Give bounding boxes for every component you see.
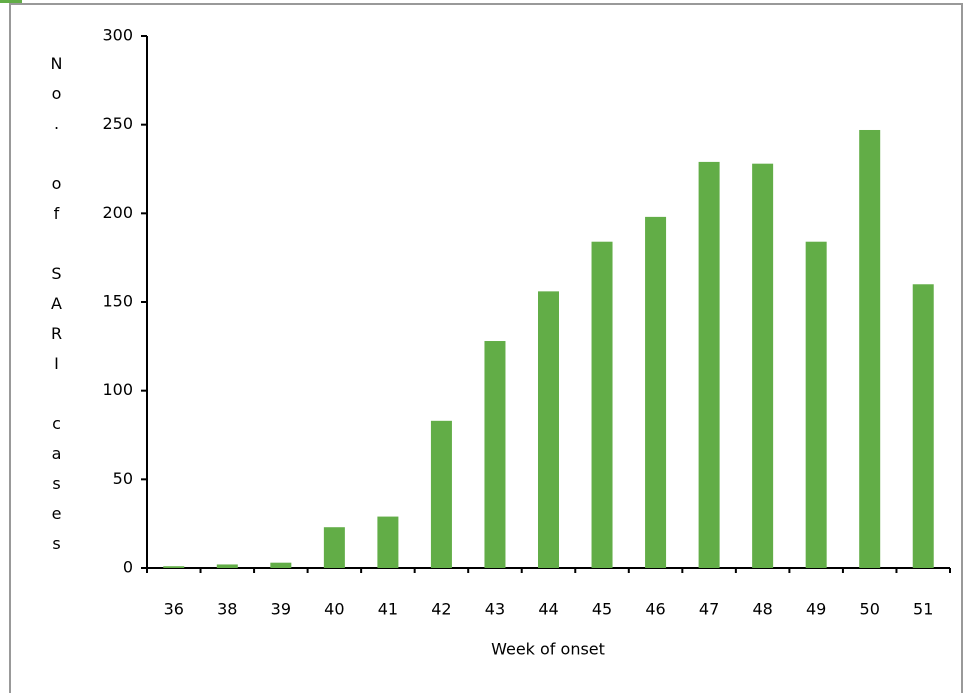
bar — [377, 516, 399, 568]
y-tick-label: 150 — [102, 292, 133, 311]
x-tick-label: 49 — [806, 600, 826, 619]
x-tick-label: 41 — [378, 600, 398, 619]
y-tick-label: 0 — [123, 558, 133, 577]
bar — [484, 341, 506, 568]
x-tick-label: 36 — [164, 600, 184, 619]
x-tick-label: 47 — [699, 600, 719, 619]
x-tick-label: 45 — [592, 600, 612, 619]
bar — [859, 129, 881, 568]
x-tick-label: 46 — [645, 600, 665, 619]
x-axis-label: Week of onset — [491, 640, 605, 659]
y-tick-label: 200 — [102, 203, 133, 222]
title-accent — [0, 0, 22, 3]
bar — [645, 216, 667, 568]
bar — [538, 291, 559, 568]
x-tick-label: 50 — [860, 600, 880, 619]
bar — [752, 163, 774, 568]
bar — [270, 562, 292, 568]
x-tick-label: 38 — [217, 600, 237, 619]
y-tick-label: 250 — [102, 114, 133, 133]
x-tick-label: 39 — [271, 600, 291, 619]
bar — [163, 566, 185, 568]
bar — [323, 527, 345, 568]
x-tick-label: 40 — [324, 600, 344, 619]
y-axis-label: No. of SARI cases — [47, 54, 66, 564]
y-tick-label: 100 — [102, 380, 133, 399]
y-tick-label: 300 — [102, 26, 133, 45]
x-tick-label: 43 — [485, 600, 505, 619]
bar — [912, 284, 934, 568]
x-tick-label: 51 — [913, 600, 933, 619]
x-tick-label: 42 — [431, 600, 451, 619]
x-tick-label: 44 — [538, 600, 558, 619]
bar — [591, 241, 613, 568]
bar — [698, 161, 720, 568]
frame — [9, 3, 963, 693]
bar — [430, 420, 452, 568]
x-tick-label: 48 — [752, 600, 772, 619]
y-tick-label: 50 — [113, 469, 133, 488]
bar — [216, 564, 238, 568]
bar — [805, 241, 827, 568]
